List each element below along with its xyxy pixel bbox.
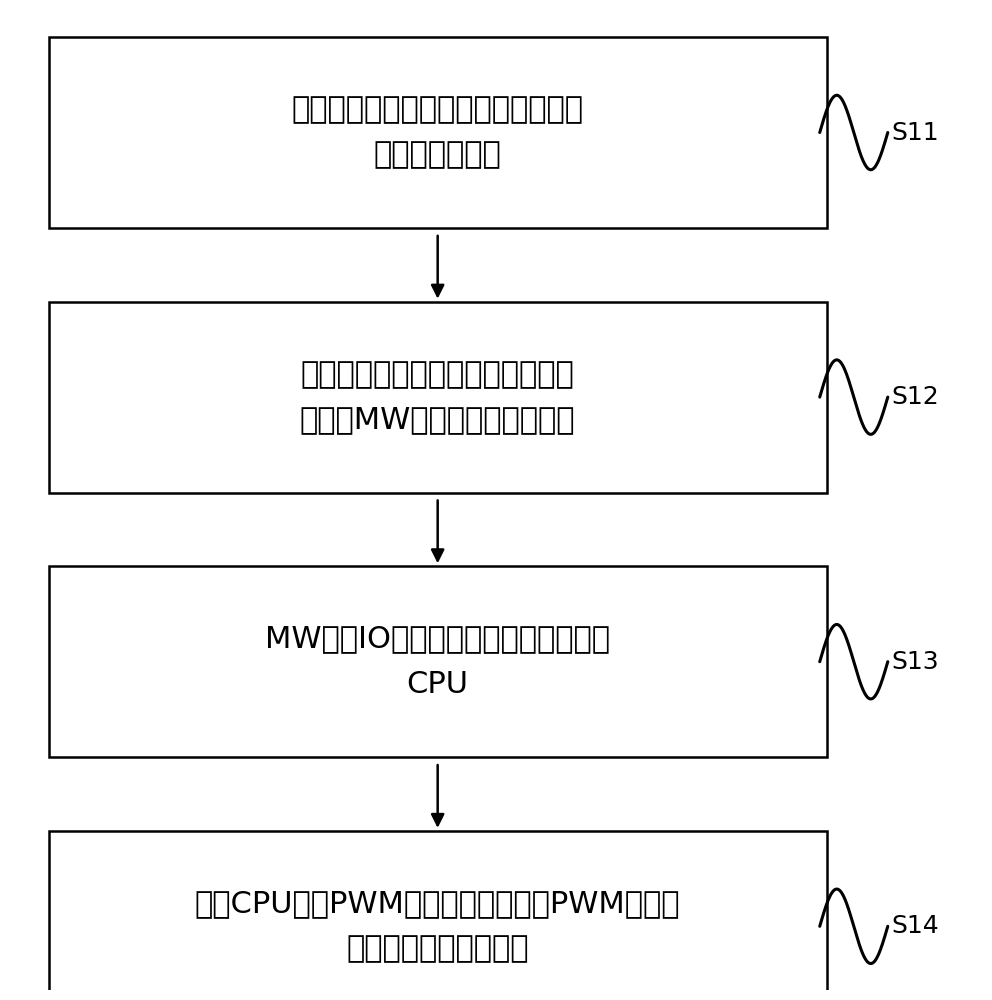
Text: S14: S14 [891, 914, 939, 938]
Text: 当智能电视的系统处于不同场景时
，通过MW解析指示灯配置文件: 当智能电视的系统处于不同场景时 ，通过MW解析指示灯配置文件 [300, 360, 575, 434]
Text: 生成智能电视各个机型、各个场景的
指示灯配置数据: 生成智能电视各个机型、各个场景的 指示灯配置数据 [292, 95, 583, 170]
Bar [49, 566, 826, 757]
Text: MW通过IO通道将解析数据发送给待机
CPU: MW通过IO通道将解析数据发送给待机 CPU [265, 625, 610, 699]
Bar [49, 302, 826, 493]
Text: S13: S13 [891, 650, 938, 674]
Bar [49, 37, 826, 228]
Text: S12: S12 [891, 385, 939, 409]
Text: 待机CPU利用PWM驱动实时控制硬件PWM口，达
到控制呼吸灯呼吸效果: 待机CPU利用PWM驱动实时控制硬件PWM口，达 到控制呼吸灯呼吸效果 [194, 889, 681, 963]
Text: S11: S11 [891, 120, 938, 144]
Bar [49, 831, 826, 1000]
